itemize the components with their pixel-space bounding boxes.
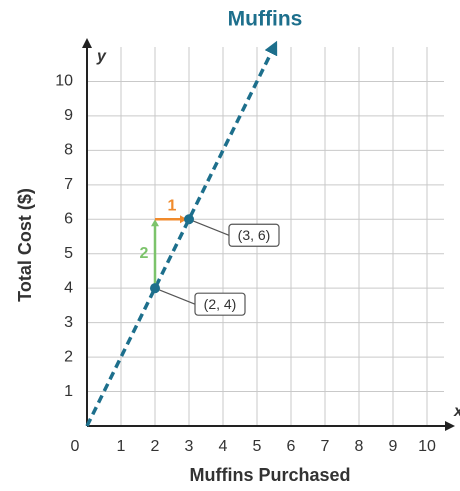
x-tick-label: 5 xyxy=(253,438,262,455)
point-label: (2, 4) xyxy=(204,296,237,312)
x-tick-label: 6 xyxy=(287,438,296,455)
y-tick-label: 1 xyxy=(64,383,73,400)
x-tick-label: 1 xyxy=(117,438,126,455)
x-tick-label: 4 xyxy=(219,438,228,455)
x-tick-label: 3 xyxy=(185,438,194,455)
rise-label: 2 xyxy=(140,245,149,262)
y-tick-label: 4 xyxy=(64,279,73,296)
x-tick-label: 7 xyxy=(321,438,330,455)
callout-box xyxy=(194,292,246,316)
run-label: 1 xyxy=(168,197,177,214)
x-tick-label: 2 xyxy=(151,438,160,455)
y-tick-label: 3 xyxy=(64,314,73,331)
y-tick-label: 9 xyxy=(64,107,73,124)
y-axis-symbol: y xyxy=(96,48,107,65)
point-label: (3, 6) xyxy=(238,227,271,243)
x-axis-label: Muffins Purchased xyxy=(189,465,350,485)
y-tick-label: 5 xyxy=(64,245,73,262)
point xyxy=(150,283,160,294)
x-tick-label: 10 xyxy=(418,438,436,455)
callout-leader xyxy=(188,218,230,236)
line-series xyxy=(85,40,278,427)
y-tick-label: 6 xyxy=(64,210,73,227)
y-tick-label: 7 xyxy=(64,176,73,193)
y-tick-label: 10 xyxy=(55,73,73,90)
chart-title: Muffins xyxy=(228,8,303,31)
x-tick-label: 9 xyxy=(389,438,398,455)
x-tick-label: 0 xyxy=(71,438,80,455)
callout-box xyxy=(228,223,280,247)
point xyxy=(184,214,194,225)
y-axis-label: Total Cost ($) xyxy=(15,188,35,302)
y-tick-label: 2 xyxy=(64,348,73,365)
rise-arrowhead xyxy=(151,219,159,227)
x-tick-label: 8 xyxy=(355,438,364,455)
callout-leader xyxy=(154,287,196,305)
x-axis-symbol: x xyxy=(453,403,460,420)
y-tick-label: 8 xyxy=(64,142,73,159)
run-arrowhead xyxy=(180,215,187,224)
